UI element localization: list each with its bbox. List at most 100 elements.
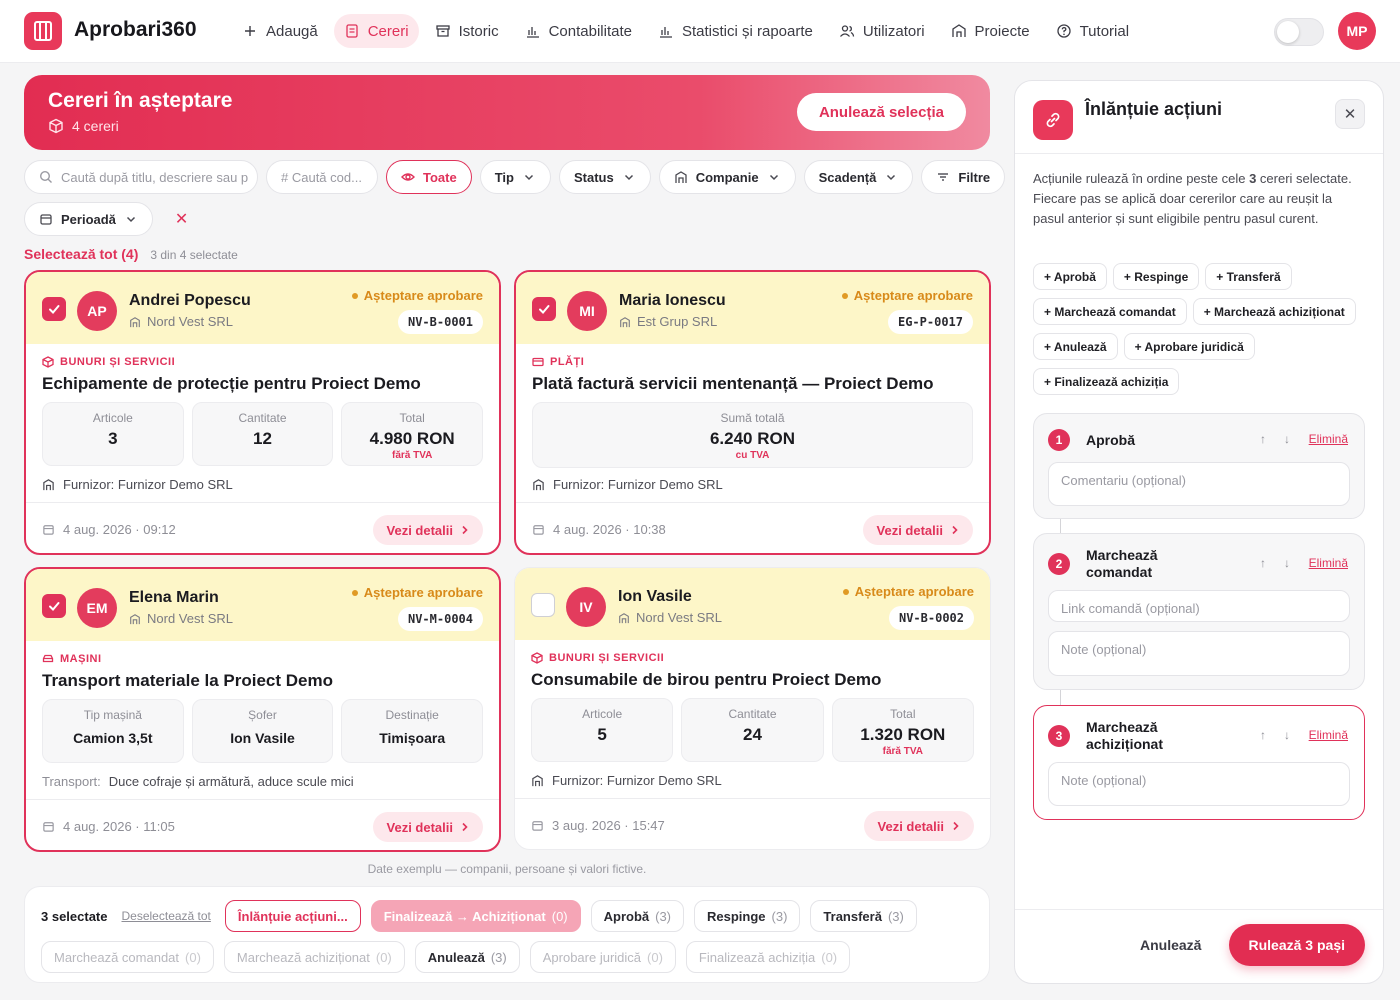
- bulk-finalizează-achiziția-button[interactable]: Finalizează achiziția (0): [685, 941, 851, 973]
- filter-all[interactable]: Toate: [386, 160, 472, 194]
- category-label: BUNURI ȘI SERVICII: [42, 356, 175, 368]
- bulk-button-count: (0): [647, 949, 663, 965]
- stat-label: Cantitate: [728, 707, 777, 721]
- add-action-chip[interactable]: + Finalizează achiziția: [1033, 368, 1180, 395]
- search-input[interactable]: Caută după titlu, descriere sau p: [24, 160, 258, 194]
- bulk-actions-bar: 3 selectate Deselectează tot Înlănțuie a…: [24, 886, 990, 983]
- filter-company[interactable]: Companie: [658, 160, 796, 194]
- remove-step-link[interactable]: Elimină: [1308, 556, 1348, 570]
- category-icon: [42, 356, 54, 368]
- view-details-button[interactable]: Vezi detalii: [372, 515, 483, 545]
- select-checkbox[interactable]: [531, 593, 555, 617]
- panel-footer-divider: [1015, 909, 1383, 910]
- bulk-marchează-comandat-button[interactable]: Marchează comandat (0): [41, 941, 214, 973]
- info-text: Furnizor: Furnizor Demo SRL: [63, 477, 233, 492]
- select-checkbox[interactable]: [532, 297, 556, 321]
- filter-status[interactable]: Status: [558, 160, 651, 194]
- nav-item-proiecte[interactable]: Proiecte: [941, 14, 1040, 48]
- code-search-input[interactable]: # Caută cod...: [266, 160, 378, 194]
- nav-label: Statistici și rapoarte: [681, 22, 813, 40]
- step-input[interactable]: Note (opțional): [1048, 762, 1350, 806]
- add-action-chip[interactable]: + Marchează comandat: [1033, 298, 1187, 325]
- nav-item-adaugă[interactable]: Adaugă: [232, 14, 328, 48]
- select-checkbox[interactable]: [42, 297, 66, 321]
- building-icon: [533, 479, 544, 491]
- clear-filters-icon[interactable]: ✕: [174, 211, 189, 228]
- filter-company-label: Companie: [695, 169, 759, 185]
- arrow-down-icon[interactable]: ↓: [1284, 556, 1290, 570]
- nav-item-tutorial[interactable]: Tutorial: [1046, 14, 1139, 48]
- stat-box: Șofer Ion Vasile: [191, 699, 334, 763]
- check-icon: [539, 305, 550, 314]
- filter-due[interactable]: Scadență: [803, 160, 914, 194]
- card-footer-divider: [516, 502, 989, 503]
- chevron-right-icon: [952, 819, 960, 834]
- add-action-chip[interactable]: + Respinge: [1112, 263, 1200, 290]
- deselect-all-link[interactable]: Deselectează tot: [121, 909, 211, 923]
- nav-item-statistici[interactable]: Statistici și rapoarte: [648, 14, 823, 48]
- nav-item-utilizatori[interactable]: Utilizatori: [829, 14, 935, 48]
- document-icon: [346, 24, 358, 38]
- remove-step-link[interactable]: Elimină: [1308, 728, 1348, 742]
- bulk-aprobare-juridică-button[interactable]: Aprobare juridică (0): [529, 941, 676, 973]
- arrow-down-icon[interactable]: ↓: [1284, 728, 1290, 742]
- bulk-înlănțuie-acțiuni-button[interactable]: Înlănțuie acțiuni...: [224, 900, 361, 932]
- selection-row: Selectează tot (4) 3 din 4 selectate: [24, 246, 238, 262]
- request-card[interactable]: MI Maria Ionescu Est Grup SRL Așteptare apr…: [514, 270, 991, 555]
- stat-box: Cantitate 12: [191, 402, 334, 466]
- filter-type[interactable]: Tip: [479, 160, 551, 194]
- remove-step-link[interactable]: Elimină: [1308, 432, 1348, 446]
- card-info: Furnizor: Furnizor Demo SRL: [42, 477, 233, 492]
- step-input[interactable]: Comentariu (opțional): [1048, 462, 1350, 506]
- add-action-chip[interactable]: + Aprobă: [1033, 263, 1107, 290]
- arrow-up-icon[interactable]: ↑: [1260, 432, 1266, 446]
- cancel-selection-button[interactable]: Anulează selecția: [796, 93, 966, 131]
- filter-period[interactable]: Perioadă: [24, 202, 153, 236]
- bulk-button-label: Aprobare juridică: [542, 949, 642, 965]
- bulk-button-label: Finalizează → Achiziționat: [383, 908, 546, 924]
- requester-avatar: MI: [567, 291, 607, 331]
- arrow-down-icon[interactable]: ↓: [1284, 432, 1290, 446]
- select-all-link[interactable]: Selectează tot (4): [24, 246, 139, 262]
- arrow-up-icon[interactable]: ↑: [1260, 556, 1266, 570]
- add-action-chip[interactable]: + Transferă: [1205, 263, 1292, 290]
- filter-due-label: Scadență: [818, 169, 877, 185]
- panel-cancel-button[interactable]: Anulează: [1140, 937, 1202, 953]
- request-card[interactable]: IV Ion Vasile Nord Vest SRL Așteptare aprob…: [514, 567, 991, 850]
- nav-label: Tutorial: [1079, 22, 1130, 40]
- nav-item-cereri[interactable]: Cereri: [333, 14, 419, 48]
- filter-more[interactable]: Filtre: [921, 160, 1006, 194]
- view-details-button[interactable]: Vezi detalii: [372, 812, 483, 842]
- add-action-chip[interactable]: + Aprobare juridică: [1123, 333, 1255, 360]
- bulk-aprobă-button[interactable]: Aprobă (3): [590, 900, 685, 932]
- app-logo[interactable]: [24, 12, 62, 50]
- bulk-respinge-button[interactable]: Respinge (3): [694, 900, 801, 932]
- add-action-chip[interactable]: + Marchează achiziționat: [1192, 298, 1356, 325]
- request-card[interactable]: EM Elena Marin Nord Vest SRL Așteptare apro…: [24, 567, 501, 852]
- category-label: MAȘINI: [42, 653, 102, 665]
- request-date: 4 aug. 2026 · 09:12: [42, 522, 176, 537]
- step-input[interactable]: Note (opțional): [1048, 631, 1350, 676]
- step-connector: [1060, 519, 1061, 533]
- select-checkbox[interactable]: [42, 594, 66, 618]
- close-panel-button[interactable]: ✕: [1335, 99, 1365, 129]
- view-details-button[interactable]: Vezi detalii: [863, 811, 974, 841]
- theme-toggle[interactable]: [1274, 18, 1324, 46]
- panel-divider: [1015, 153, 1383, 154]
- arrow-up-icon[interactable]: ↑: [1260, 728, 1266, 742]
- request-card[interactable]: AP Andrei Popescu Nord Vest SRL Așteptare a…: [24, 270, 501, 555]
- bulk-finalizează-achiziționat-button[interactable]: Finalizează → Achiziționat (0): [370, 900, 581, 932]
- view-details-button[interactable]: Vezi detalii: [862, 515, 973, 545]
- nav-item-istoric[interactable]: Istoric: [425, 14, 509, 48]
- add-action-chip[interactable]: + Anulează: [1033, 333, 1118, 360]
- bulk-marchează-achiziționat-button[interactable]: Marchează achiziționat (0): [223, 941, 405, 973]
- archive-icon: [435, 25, 450, 37]
- selection-count: 3 din 4 selectate: [150, 248, 238, 262]
- run-steps-button[interactable]: Rulează 3 pași: [1228, 924, 1365, 966]
- step-reorder: ↑ ↓: [1260, 432, 1290, 446]
- user-avatar[interactable]: MP: [1338, 12, 1376, 50]
- bulk-anulează-button[interactable]: Anulează (3): [414, 941, 520, 973]
- step-input[interactable]: Link comandă (opțional): [1048, 590, 1350, 622]
- bulk-transferă-button[interactable]: Transferă (3): [810, 900, 917, 932]
- nav-item-contabilitate[interactable]: Contabilitate: [515, 14, 642, 48]
